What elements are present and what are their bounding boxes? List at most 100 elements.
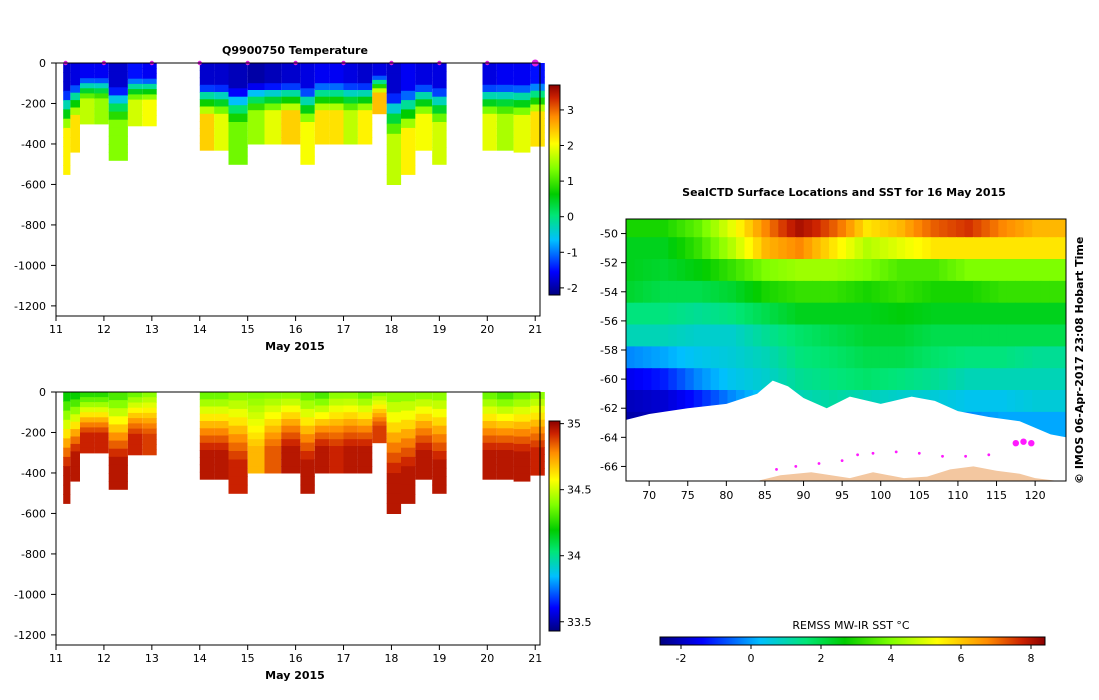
sal-cell (214, 450, 229, 458)
temp-cell (401, 72, 416, 83)
temp-cell (214, 121, 229, 129)
sal-cell (401, 410, 416, 421)
sst-cell (913, 237, 923, 260)
sst-cell (998, 324, 1008, 347)
sal-cell (496, 450, 514, 458)
sal-x-tick-label: 14 (193, 652, 207, 665)
temp-cell (264, 69, 282, 77)
temp-cell (214, 77, 229, 86)
temp-cell (496, 84, 514, 93)
salinity-y-axis: 0 -200 -400 -600 -800 -1000 -1200 (14, 386, 56, 642)
sst-cell (1049, 219, 1059, 238)
temp-cell (127, 73, 143, 80)
temp-cell (357, 69, 373, 77)
sal-cell (281, 459, 301, 467)
temp-cell (300, 155, 315, 165)
sal-cell (401, 429, 416, 439)
sst-cell (659, 259, 669, 282)
sst-cell (1040, 219, 1050, 238)
temp-profile (214, 63, 229, 151)
sst-cell (626, 259, 636, 282)
sal-cell (264, 452, 282, 460)
sst-cell (862, 324, 872, 347)
temp-cell (228, 63, 248, 72)
sst-cell (820, 302, 830, 326)
temp-cell (329, 130, 344, 138)
temp-cell (247, 110, 265, 118)
sal-cell (372, 434, 387, 439)
temp-cell (329, 90, 344, 98)
temp-cell (247, 83, 265, 91)
sal-cell (496, 399, 514, 408)
temp-profile (80, 63, 95, 125)
temp-cell (343, 76, 358, 84)
seal-position-marker (964, 454, 967, 458)
sal-cell (63, 410, 71, 421)
temp-cell (372, 63, 387, 68)
sal-profile (530, 392, 545, 476)
sst-cell (1023, 390, 1033, 413)
sst-cell (651, 368, 661, 391)
sst-cell (676, 259, 686, 282)
sal-cell (314, 452, 330, 460)
temp-cell (63, 127, 71, 138)
temp-cell (94, 88, 109, 94)
sst-cell (837, 280, 847, 304)
sst-cell (719, 280, 729, 304)
temp-cell (70, 92, 80, 101)
sst-cell (939, 237, 949, 260)
temp-cell (314, 83, 330, 91)
temp-cell (70, 85, 80, 94)
sst-cell (1015, 390, 1025, 413)
temp-cell (530, 63, 545, 71)
sst-cell (642, 302, 652, 326)
sal-cell (63, 466, 71, 477)
temp-cell (281, 117, 301, 125)
sal-cell (314, 425, 330, 433)
sst-cell (727, 324, 737, 347)
sst-cell (710, 280, 720, 304)
sal-cell (281, 452, 301, 460)
sal-cell (314, 412, 330, 420)
imos-timestamp-label: © IMOS 06-Apr-2017 23:08 Hobart Time (1073, 237, 1086, 484)
sst-cell (939, 302, 949, 326)
temp-cell (142, 120, 157, 127)
sst-cell (930, 280, 940, 304)
sst-cell (727, 237, 737, 260)
sal-cell (300, 459, 315, 469)
temp-cell (300, 130, 315, 140)
sal-cell (401, 456, 416, 467)
temp-cell (432, 88, 447, 98)
temperature-axes-frame (55, 62, 541, 317)
salinity-section-panel: 11 12 13 14 15 16 17 18 19 20 21 0 -200 -400 -600 -800… (14, 386, 591, 682)
sst-cell (769, 237, 779, 260)
sst-cell (727, 219, 737, 238)
temp-cell (357, 137, 373, 145)
sst-cell (922, 259, 932, 282)
sst-cell (693, 219, 703, 238)
sst-cell (752, 237, 762, 260)
sal-cell (70, 406, 80, 415)
sst-cell (905, 259, 915, 282)
temp-cell (482, 84, 497, 93)
sst-cell (769, 368, 779, 391)
sst-cell (778, 237, 788, 260)
sst-cell (710, 237, 720, 260)
temp-cell (343, 130, 358, 138)
temp-cell (108, 95, 128, 105)
temp-cell (386, 174, 402, 185)
sst-cell (719, 346, 729, 369)
sal-cell (513, 399, 531, 408)
sal-cell (63, 475, 71, 486)
sal-cell (228, 451, 248, 460)
sst-cell (795, 219, 805, 238)
temp-cell (94, 103, 109, 110)
antarctic-land (757, 466, 1059, 481)
temp-cell (401, 165, 416, 175)
sst-cell (710, 219, 720, 238)
sst-cell (981, 346, 991, 369)
temp-cell (80, 108, 95, 115)
temp-cell (513, 107, 531, 116)
sal-cell (329, 439, 344, 447)
